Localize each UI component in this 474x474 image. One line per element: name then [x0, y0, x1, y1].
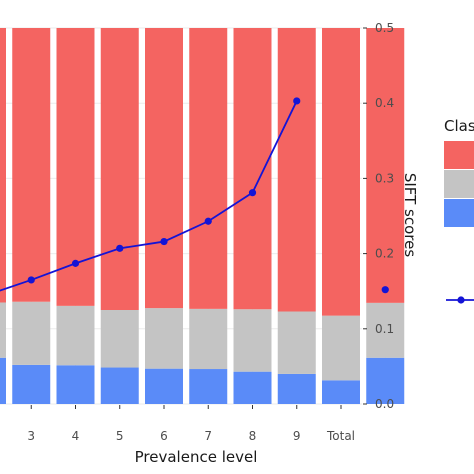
bar-segment-blue	[277, 373, 316, 404]
bar-segment-red	[0, 28, 6, 303]
bar-segment-blue	[56, 365, 95, 404]
sift-point	[204, 217, 212, 225]
sift-point-total	[381, 286, 389, 294]
bar-segment-red	[366, 28, 405, 303]
bar-segment-blue	[145, 368, 183, 404]
bar-segment-gray	[56, 305, 95, 366]
x-tick-label: 6	[160, 429, 168, 443]
x-axis: 3 4 5 6 7 8 9 Total	[27, 405, 355, 443]
x-tick-label: 9	[293, 429, 301, 443]
y-tick-label: 0.5	[375, 21, 394, 35]
legend-swatch	[444, 199, 474, 227]
bar-segment-gray	[145, 308, 183, 369]
y-tick-label: 0.4	[375, 96, 394, 110]
bar-segment-gray	[322, 315, 360, 381]
bar-segment-blue	[0, 357, 6, 404]
sift-point	[71, 259, 80, 267]
legend-line-point	[457, 296, 465, 304]
y-tick-label: 0.3	[375, 171, 394, 185]
bar-segment-red	[100, 28, 139, 310]
sift-point	[293, 97, 301, 105]
bar-segment-red	[277, 28, 316, 312]
bar-segment-gray	[100, 310, 139, 368]
bar-segment-gray	[233, 309, 272, 372]
sift-point	[27, 276, 35, 284]
bar-segment-red	[233, 28, 272, 310]
right-y-axis: 0.0 0.1 0.2 0.3 0.4 0.5	[363, 21, 394, 411]
y-tick-label: 0.2	[375, 247, 394, 261]
y-tick-label: 0.1	[375, 322, 394, 336]
x-tick-label: 4	[72, 429, 80, 443]
bar-segment-red	[145, 28, 183, 309]
sift-point	[116, 244, 124, 252]
x-tick-label: 7	[204, 429, 212, 443]
legend-swatch	[444, 141, 474, 169]
bar-segment-blue	[100, 367, 139, 404]
bar-segment-blue	[366, 357, 405, 404]
y-tick-label: 0.0	[375, 397, 394, 411]
bar-segment-blue	[12, 364, 51, 404]
bar-segment-gray	[366, 302, 405, 358]
sift-line-path	[0, 100, 298, 292]
sift-point	[160, 237, 168, 246]
bar-segment-gray	[189, 308, 228, 370]
sift-score-line	[0, 97, 389, 294]
bar-segment-red	[12, 28, 51, 302]
legend-swatch	[444, 170, 474, 198]
stacked-bars	[0, 28, 405, 404]
x-tick-label: Total	[326, 429, 355, 443]
bar-segment-blue	[233, 371, 272, 404]
sift-point	[248, 189, 257, 197]
bar-segment-gray	[0, 302, 6, 358]
x-axis-label: Prevalence level	[135, 448, 258, 466]
x-tick-label: 5	[116, 429, 124, 443]
bar-segment-blue	[322, 380, 360, 404]
bar-segment-blue	[189, 369, 228, 404]
legend-title: Clas	[444, 117, 474, 135]
x-tick-label: 3	[27, 429, 35, 443]
bar-segment-red	[322, 28, 360, 316]
bar-segment-gray	[277, 311, 316, 374]
y-axis-label: SIFT scores	[401, 173, 419, 258]
legend: Clas	[444, 117, 474, 304]
bar-segment-red	[189, 28, 228, 309]
bar-segment-gray	[12, 301, 51, 365]
x-tick-label: 8	[249, 429, 257, 443]
